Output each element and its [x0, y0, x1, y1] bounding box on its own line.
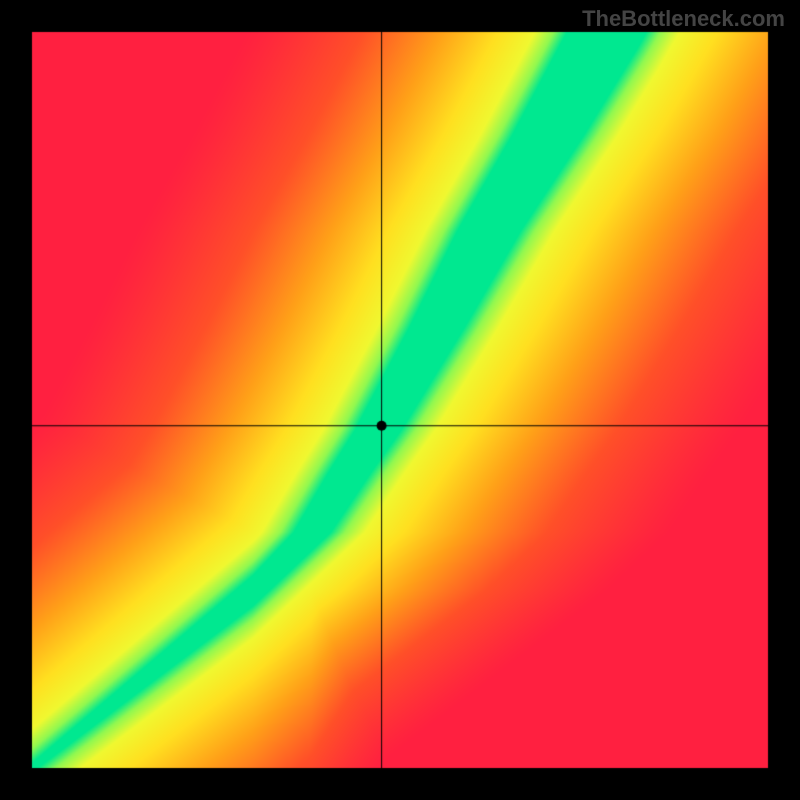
watermark-text: TheBottleneck.com: [582, 6, 785, 32]
heatmap-canvas: [0, 0, 800, 800]
chart-container: TheBottleneck.com: [0, 0, 800, 800]
